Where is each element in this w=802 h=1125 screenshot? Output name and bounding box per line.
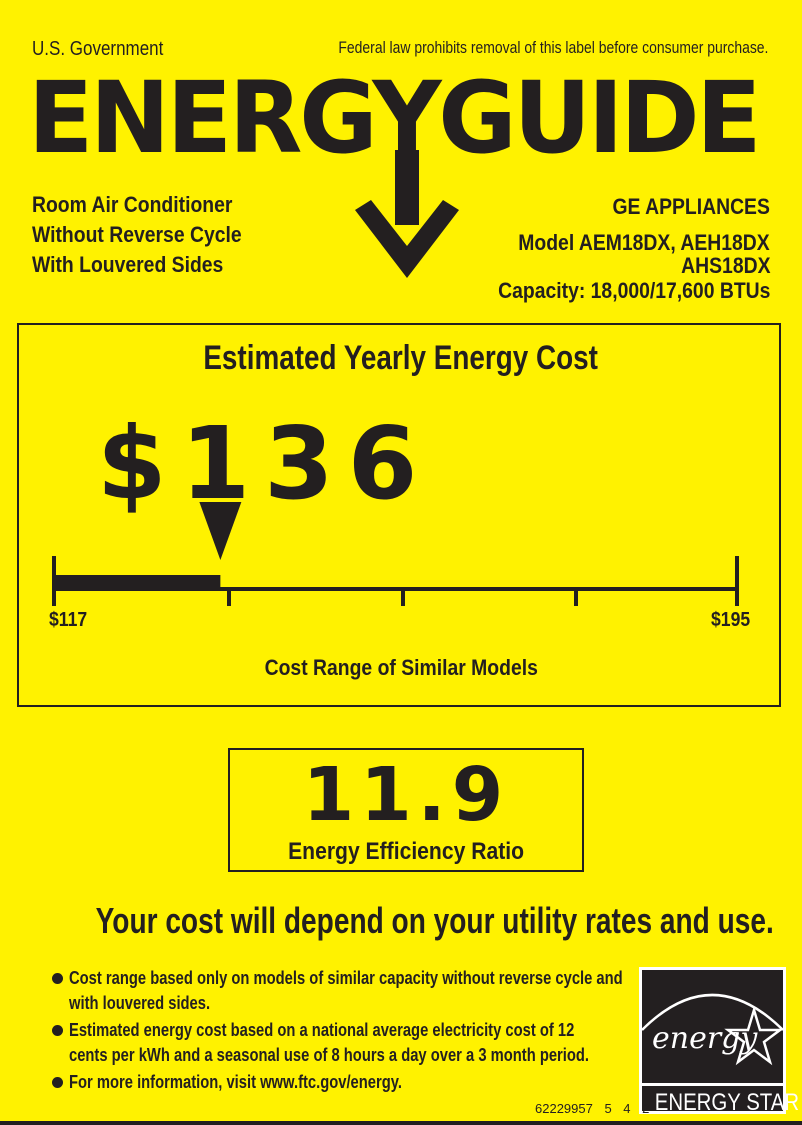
eer-value: 11.9 xyxy=(302,752,510,838)
cost-marker-icon xyxy=(199,502,242,560)
down-arrow-icon xyxy=(355,150,459,278)
energyguide-title: ENERGYGUIDE xyxy=(28,59,762,176)
product-type: Room Air Conditioner xyxy=(32,192,233,217)
product-cycle: Without Reverse Cycle xyxy=(32,222,242,247)
range-max-label: $195 xyxy=(711,609,751,631)
cost-value: $136 xyxy=(97,405,432,522)
energy-star-label: ENERGY STAR xyxy=(642,1083,799,1117)
energy-star-icon: energy xyxy=(641,993,784,1066)
range-min-label: $117 xyxy=(49,609,88,631)
cost-title: Estimated Yearly Energy Cost xyxy=(203,339,599,377)
model-numbers: Model AEM18DX, AEH18DX xyxy=(518,230,770,255)
manufacturer-name: GE APPLIANCES xyxy=(612,194,770,219)
cost-box: Estimated Yearly Energy Cost $136 $117 $… xyxy=(17,323,781,707)
bottom-rule xyxy=(0,1121,802,1125)
serial-number: 62229957 5 4 2 xyxy=(535,1101,650,1116)
removal-notice: Federal law prohibits removal of this la… xyxy=(337,38,768,57)
model-numbers-2: AHS18DX xyxy=(680,253,770,278)
range-caption: Cost Range of Similar Models xyxy=(264,655,538,680)
bullet-item: For more information, visit www.ftc.gov/… xyxy=(52,1070,475,1095)
product-sides: With Louvered Sides xyxy=(32,252,224,277)
bullet-item: Cost range based only on models of simil… xyxy=(52,966,744,1016)
bullet-item: Estimated energy cost based on a nationa… xyxy=(52,1018,703,1068)
cost-fill-bar xyxy=(54,575,221,591)
disclaimer: Your cost will depend on your utility ra… xyxy=(95,900,774,941)
eer-label: Energy Efficiency Ratio xyxy=(288,838,524,865)
capacity: Capacity: 18,000/17,600 BTUs xyxy=(497,278,770,303)
cost-range-scale xyxy=(52,502,739,606)
energy-star-logo: energy ENERGY STAR xyxy=(639,967,799,1117)
efficiency-box: 11.9 Energy Efficiency Ratio xyxy=(228,748,584,872)
issuer-label: U.S. Government xyxy=(32,38,164,60)
